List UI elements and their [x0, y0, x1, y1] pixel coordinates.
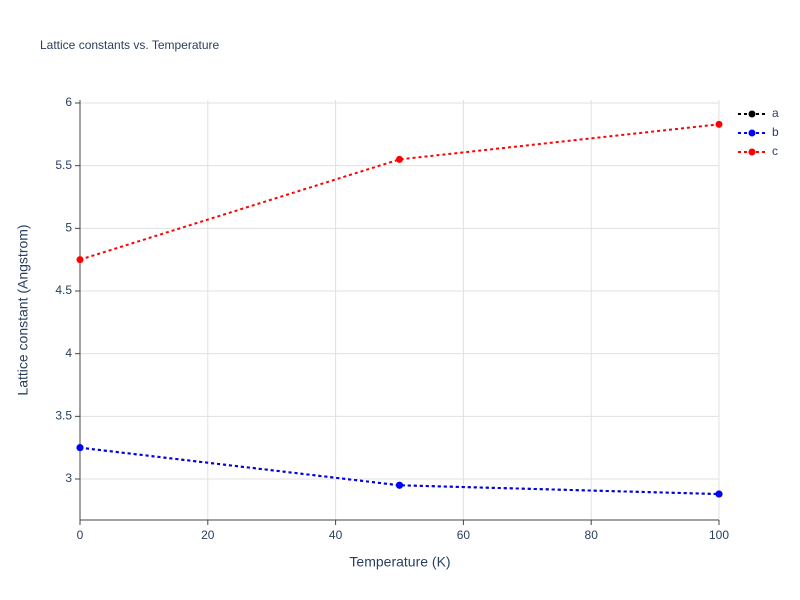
chart-title: Lattice constants vs. Temperature [40, 38, 220, 52]
legend-label: b [772, 125, 779, 139]
data-point [76, 256, 84, 264]
x-tick-label: 20 [201, 528, 215, 542]
legend-marker [748, 129, 756, 137]
y-tick-label: 6 [65, 95, 72, 109]
x-tick-label: 100 [709, 528, 729, 542]
y-tick-label: 5.5 [55, 158, 72, 172]
data-point [396, 155, 403, 163]
x-tick-label: 0 [77, 528, 84, 542]
series-line [79, 123, 720, 261]
legend-marker [748, 110, 756, 118]
series-line [79, 446, 720, 496]
y-tick-label: 4.5 [55, 283, 72, 297]
y-tick-label: 3.5 [55, 409, 72, 423]
x-tick-label: 60 [457, 528, 471, 542]
legend-marker [748, 148, 756, 156]
data-point [715, 120, 723, 128]
x-tick-label: 80 [585, 528, 599, 542]
data-point [76, 444, 84, 452]
y-tick-label: 3 [65, 471, 72, 485]
x-tick-label: 40 [329, 528, 343, 542]
y-tick-label: 4 [65, 346, 72, 360]
y-tick-label: 5 [65, 221, 72, 235]
legend-label: a [772, 106, 779, 120]
data-point [715, 490, 723, 498]
legend-label: c [772, 144, 778, 158]
y-axis-label: Lattice constant (Angstrom) [15, 224, 31, 395]
x-axis-label: Temperature (K) [349, 554, 450, 570]
data-point [396, 481, 403, 489]
